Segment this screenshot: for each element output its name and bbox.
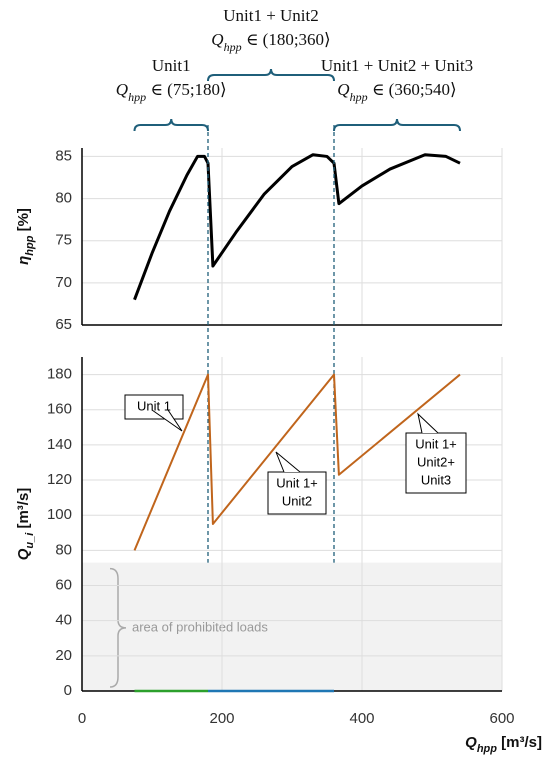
- y-axis-label: Qu_i [m³/s]: [15, 488, 36, 561]
- y-tick-label: 20: [55, 647, 72, 664]
- callout-text: Unit 1: [137, 398, 171, 413]
- data-line: [133, 373, 461, 551]
- symbol: Q: [15, 548, 32, 560]
- y-tick-label: 80: [55, 190, 72, 207]
- range-text: Qhpp ∈ (180;360⟩: [211, 30, 330, 54]
- y-tick-label: 40: [55, 612, 72, 629]
- unit: [m³/s]: [15, 488, 32, 533]
- callout-box: [124, 394, 184, 420]
- y-tick-label: 70: [55, 274, 72, 291]
- callout-box: [267, 471, 327, 515]
- subscript: u_i: [24, 532, 36, 549]
- symbol: Q: [116, 80, 128, 99]
- prohibited-label: area of prohibited loads: [132, 619, 268, 634]
- subscript: hpp: [224, 40, 242, 54]
- y-tick-label: 160: [47, 401, 72, 418]
- range-title: Unit1: [152, 56, 191, 75]
- y-tick-label: 140: [47, 436, 72, 453]
- x-tick-label: 600: [489, 710, 514, 727]
- subscript: hpp: [128, 90, 146, 104]
- x-tick-label: 400: [349, 710, 374, 727]
- y-tick-label: 65: [55, 316, 72, 333]
- symbol: Q: [337, 80, 349, 99]
- callout-text: Unit 1+: [276, 475, 318, 490]
- interval: ∈ (180;360⟩: [242, 30, 331, 49]
- symbol: η: [15, 256, 32, 265]
- callout-text: Unit 1+: [415, 436, 457, 451]
- callout-text: Unit2+: [417, 454, 455, 469]
- subscript: hpp: [24, 235, 36, 255]
- range-bracket: [133, 118, 209, 132]
- prohibited-area: [82, 562, 502, 691]
- subscript: hpp: [477, 743, 497, 755]
- unit: [m³/s]: [497, 734, 542, 751]
- unit: [%]: [15, 208, 32, 236]
- x-tick-label: 200: [209, 710, 234, 727]
- y-tick-label: 120: [47, 471, 72, 488]
- y-tick-label: 75: [55, 232, 72, 249]
- callout-pointer: [275, 451, 301, 473]
- range-bracket: [207, 68, 335, 82]
- range-text: Qhpp ∈ (75;180⟩: [116, 80, 227, 104]
- range-text: Qhpp ∈ (360;540⟩: [337, 80, 456, 104]
- data-line: [133, 153, 461, 301]
- range-title: Unit1 + Unit2 + Unit3: [321, 56, 473, 75]
- callout-pointer: [417, 412, 439, 434]
- callout-pointer: [151, 409, 183, 432]
- y-tick-label: 100: [47, 506, 72, 523]
- y-tick-label: 85: [55, 147, 72, 164]
- x-axis-label: Qhpp [m³/s]: [465, 734, 542, 755]
- y-tick-label: 80: [55, 541, 72, 558]
- interval: ∈ (75;180⟩: [146, 80, 227, 99]
- range-bracket: [333, 118, 461, 132]
- y-tick-label: 180: [47, 366, 72, 383]
- callout-text: Unit2: [282, 493, 312, 508]
- y-axis-label: ηhpp [%]: [15, 208, 36, 265]
- symbol: Q: [465, 734, 477, 751]
- interval: ∈ (360;540⟩: [368, 80, 457, 99]
- subscript: hpp: [350, 90, 368, 104]
- callout-text: Unit3: [421, 472, 451, 487]
- x-tick-label: 0: [78, 710, 86, 727]
- y-tick-label: 60: [55, 576, 72, 593]
- brace: [109, 567, 127, 688]
- symbol: Q: [211, 30, 223, 49]
- y-tick-label: 0: [64, 682, 72, 699]
- callout-box: [405, 432, 467, 494]
- range-title: Unit1 + Unit2: [223, 6, 319, 25]
